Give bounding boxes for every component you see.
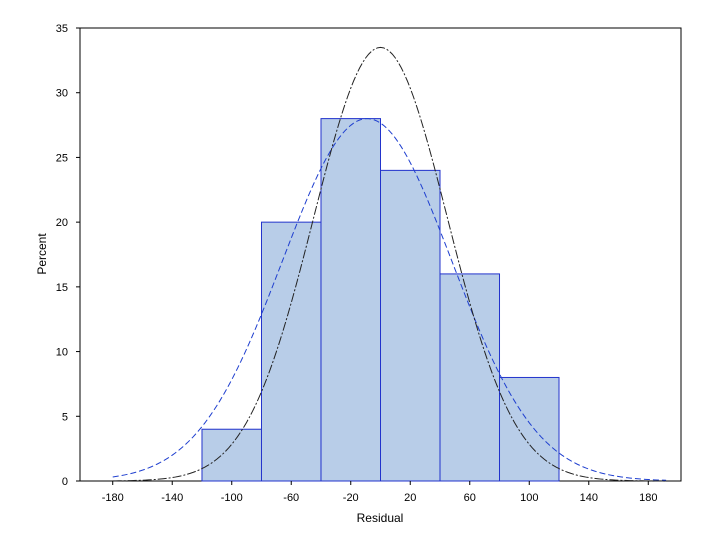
histogram-bar-1 — [201, 428, 262, 482]
y-tick-label: 5 — [62, 411, 68, 423]
x-tick-label: -60 — [283, 492, 299, 504]
histogram-bar-2 — [260, 221, 322, 482]
x-axis: -180 -140 -100 -60 -20 20 60 100 140 180 — [102, 481, 657, 504]
y-axis: 0 5 10 15 20 25 30 35 — [56, 23, 80, 488]
y-tick-label: 20 — [56, 217, 68, 229]
curves-layer — [112, 46, 667, 482]
y-axis-title: Percent — [35, 233, 49, 275]
histogram-bar-5 — [439, 273, 501, 482]
histogram-bar-3 — [320, 118, 382, 482]
x-tick-label: -100 — [221, 492, 243, 504]
x-tick-label: -140 — [161, 492, 183, 504]
y-tick-label: 30 — [56, 88, 68, 100]
x-tick-label: 180 — [639, 492, 657, 504]
histogram-bar-6 — [499, 376, 560, 482]
y-tick-label: 10 — [56, 347, 68, 359]
x-tick-label: 20 — [404, 492, 416, 504]
x-axis-title: Residual — [357, 511, 404, 525]
x-tick-label: 100 — [520, 492, 538, 504]
density-curve-2 — [112, 46, 667, 482]
x-tick-label: 140 — [580, 492, 598, 504]
x-tick-label: 60 — [464, 492, 476, 504]
x-tick-label: -180 — [102, 492, 124, 504]
bars-layer — [201, 118, 560, 482]
histogram-bar-4 — [380, 169, 441, 482]
y-tick-label: 35 — [56, 23, 68, 35]
density-curve-1 — [112, 118, 667, 481]
y-tick-label: 15 — [56, 282, 68, 294]
y-tick-label: 0 — [62, 476, 68, 488]
y-tick-label: 25 — [56, 152, 68, 164]
x-tick-label: -20 — [343, 492, 359, 504]
